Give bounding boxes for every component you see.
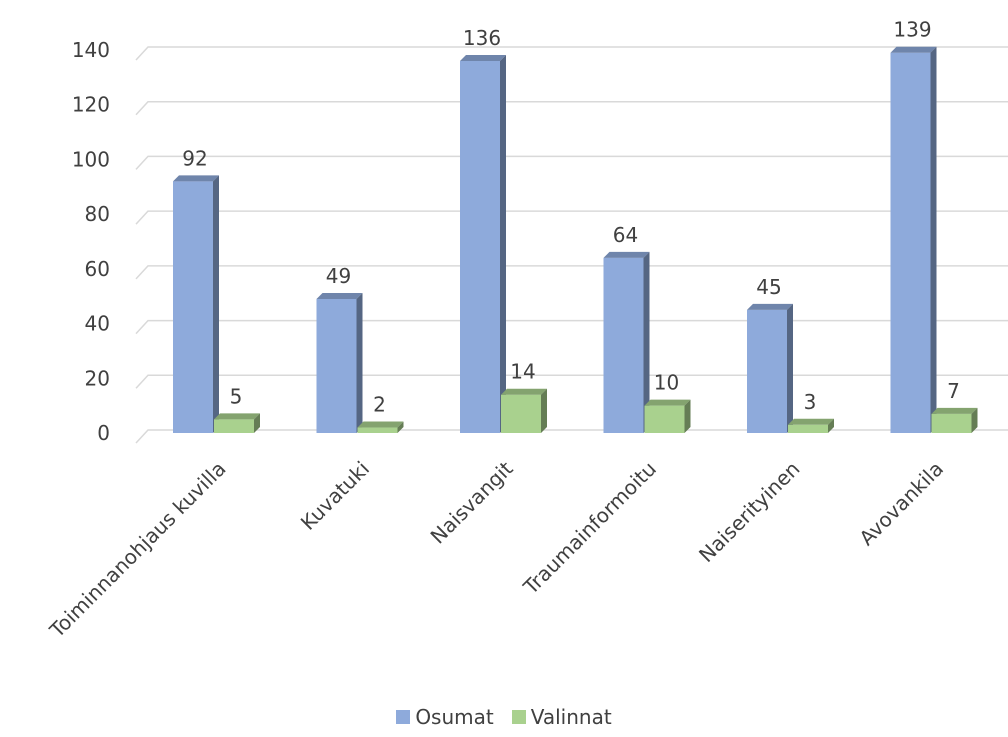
bar-side: [930, 46, 937, 433]
bar: [460, 60, 500, 433]
legend-label-osumat: Osumat: [415, 705, 494, 729]
bar-side: [500, 54, 506, 433]
gridline: [135, 210, 1008, 225]
bar-top: [501, 388, 547, 395]
bar-top: [357, 421, 404, 428]
bar-top: [316, 292, 363, 299]
bar: [173, 181, 213, 433]
bar: [931, 413, 972, 433]
bar-top: [644, 399, 691, 406]
data-label: 45: [756, 275, 781, 299]
legend-item-osumat: Osumat: [396, 705, 494, 729]
bar-side: [684, 399, 691, 433]
data-label: 2: [373, 393, 386, 417]
bar-side: [213, 175, 219, 434]
x-axis: Toiminnanohjaus kuvilla Kuvatuki Naisvangi…: [44, 456, 948, 642]
x-tick-label: Kuvatuki: [296, 457, 374, 535]
data-label: 5: [230, 384, 243, 408]
gridline: [135, 155, 1008, 170]
data-label: 139: [893, 18, 931, 42]
data-label: 49: [326, 264, 351, 288]
bar: [890, 52, 931, 433]
x-tick-label: Naiserityinen: [694, 457, 804, 567]
legend-label-valinnat: Valinnat: [530, 705, 612, 729]
bar-top: [603, 251, 650, 258]
bar-top: [931, 407, 978, 414]
y-tick-label: 120: [72, 93, 110, 117]
bar-top: [788, 418, 834, 425]
bar-side: [254, 413, 260, 433]
legend-item-valinnat: Valinnat: [511, 705, 612, 729]
gridline: [135, 46, 1008, 61]
data-label: 92: [182, 146, 207, 170]
x-tick-label: Avovankila: [854, 457, 948, 551]
x-tick-label: Toiminnanohjaus kuvilla: [44, 457, 230, 643]
legend-swatch-osumat: [396, 710, 411, 724]
bar-side: [787, 303, 793, 433]
data-label: 3: [804, 390, 817, 414]
bar-side: [356, 292, 363, 433]
y-tick-label: 0: [97, 421, 110, 445]
bar-top: [747, 303, 793, 310]
bars: [173, 46, 978, 434]
gridlines: [135, 46, 1008, 444]
bar: [788, 424, 828, 433]
bar-side: [971, 407, 978, 433]
y-tick-label: 20: [85, 366, 110, 390]
bar-side: [397, 421, 404, 433]
bar-top: [890, 46, 937, 53]
y-tick-label: 100: [72, 147, 110, 171]
data-labels: 92 5 49 2 136 14 64 10 45 3 139 7: [182, 18, 960, 417]
bar: [501, 394, 541, 433]
y-tick-label: 40: [85, 312, 110, 336]
bar-side: [643, 251, 650, 433]
legend-swatch-valinnat: [511, 710, 526, 724]
gridline: [135, 319, 1008, 335]
bar-top: [214, 413, 260, 420]
bar: [357, 427, 398, 433]
gridline: [135, 429, 1008, 444]
x-tick-label: Traumainformoitu: [518, 457, 661, 600]
gridline: [135, 374, 1008, 389]
y-axis: 0 20 40 60 80 100 120 140: [72, 38, 110, 445]
data-label: 14: [510, 360, 535, 384]
bar-side: [541, 388, 547, 433]
bar-side: [828, 418, 834, 433]
bar-top: [173, 175, 219, 182]
y-tick-label: 140: [72, 38, 110, 62]
bar: [214, 419, 254, 433]
data-label: 7: [947, 379, 960, 403]
gridline: [135, 265, 1008, 280]
data-label: 136: [463, 26, 501, 50]
legend: Osumat Valinnat: [0, 705, 1008, 729]
bar-top: [460, 54, 506, 61]
y-tick-label: 80: [85, 202, 110, 226]
bar: [316, 298, 357, 433]
x-tick-label: Naisvangit: [426, 456, 518, 548]
gridline: [135, 100, 1008, 116]
data-label: 64: [613, 223, 638, 247]
bar: [644, 405, 685, 433]
bar: [603, 257, 644, 433]
data-label: 10: [654, 371, 679, 395]
y-tick-label: 60: [85, 257, 110, 281]
bar: [747, 309, 787, 433]
